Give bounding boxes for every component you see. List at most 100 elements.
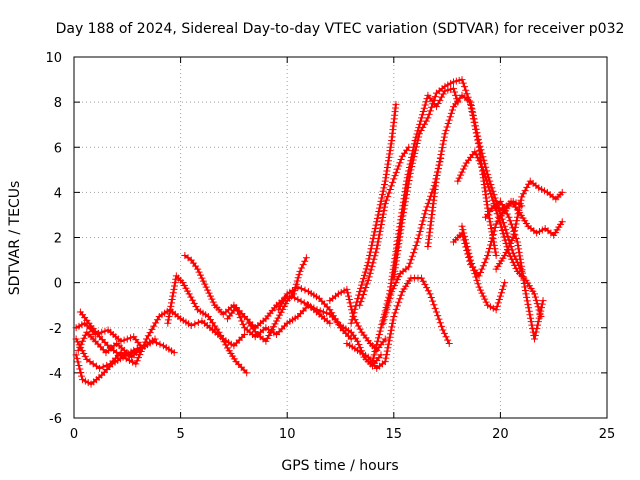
data-point: [423, 203, 431, 211]
data-point: [527, 314, 535, 322]
data-point: [377, 197, 385, 205]
data-point: [344, 292, 352, 300]
data-point: [364, 258, 372, 266]
data-point: [492, 252, 500, 260]
data-point: [405, 263, 413, 271]
data-point: [394, 243, 402, 251]
data-point: [488, 193, 496, 201]
data-point: [415, 231, 423, 239]
data-point: [533, 300, 541, 308]
data-point: [469, 263, 477, 271]
data-point: [396, 229, 404, 237]
data-point: [382, 170, 390, 178]
data-point: [276, 303, 284, 311]
data-point: [468, 259, 476, 267]
data-point: [194, 318, 202, 326]
data-point: [354, 295, 362, 303]
plot-frame: [73, 56, 608, 419]
data-point: [265, 331, 273, 339]
data-point: [457, 171, 465, 179]
data-point: [372, 248, 380, 256]
data-point: [502, 226, 510, 234]
data-point: [462, 239, 470, 247]
data-point: [421, 120, 429, 128]
data-point: [536, 311, 544, 319]
data-point: [531, 332, 539, 340]
data-point: [370, 255, 378, 263]
data-point: [406, 173, 414, 181]
data-point: [156, 340, 164, 348]
data-point: [424, 114, 432, 122]
data-point: [488, 234, 496, 242]
data-point: [204, 286, 212, 294]
data-point: [507, 220, 515, 228]
data-point: [75, 322, 83, 330]
data-point: [357, 298, 365, 306]
data-point: [153, 316, 161, 324]
data-point: [356, 288, 364, 296]
data-point: [469, 108, 477, 116]
data-point: [361, 268, 369, 276]
data-point: [409, 156, 417, 164]
data-point: [535, 184, 543, 192]
data-point: [280, 296, 288, 304]
data-point: [400, 208, 408, 216]
data-point: [72, 351, 80, 359]
data-point: [413, 140, 421, 148]
data-point: [372, 221, 380, 229]
data-point: [525, 304, 533, 312]
data-point: [447, 79, 455, 87]
data-point: [512, 264, 520, 272]
data-point: [209, 298, 217, 306]
data-point: [513, 213, 521, 221]
data-point: [263, 334, 271, 342]
data-point: [477, 146, 485, 154]
grid: [74, 57, 607, 418]
data-point: [168, 296, 176, 304]
data-point: [508, 237, 516, 245]
data-point: [73, 354, 81, 362]
data-point: [516, 255, 524, 263]
series-sat-x: [492, 177, 566, 273]
data-point: [300, 299, 308, 307]
data-point: [347, 319, 355, 327]
data-point: [393, 253, 401, 261]
data-point: [376, 204, 384, 212]
data-point: [461, 232, 469, 240]
data-point: [426, 290, 434, 298]
data-point: [417, 224, 425, 232]
data-point: [473, 129, 481, 137]
data-point: [485, 248, 493, 256]
data-point: [397, 226, 405, 234]
data-point: [414, 235, 422, 243]
data-point: [473, 276, 481, 284]
data-point: [467, 256, 475, 264]
data-point: [512, 234, 520, 242]
data-point: [452, 77, 460, 85]
data-point: [393, 165, 401, 173]
data-point: [417, 127, 425, 135]
data-point: [386, 286, 394, 294]
data-point: [98, 328, 106, 336]
data-point: [405, 176, 413, 184]
data-point: [475, 139, 483, 147]
data-point: [506, 217, 514, 225]
data-point: [368, 262, 376, 270]
data-point: [398, 215, 406, 223]
data-point: [479, 166, 487, 174]
data-point: [390, 175, 398, 183]
data-point: [422, 117, 430, 125]
data-point: [517, 262, 525, 270]
data-point: [351, 305, 359, 313]
data-point: [461, 236, 469, 244]
y-tick-label: -2: [49, 322, 62, 337]
data-point: [446, 113, 454, 121]
data-point: [171, 282, 179, 290]
data-point: [422, 98, 430, 106]
data-point: [370, 351, 378, 359]
data-point: [373, 218, 381, 226]
data-point: [346, 299, 354, 307]
data-point: [477, 286, 485, 294]
data-point: [380, 184, 388, 192]
data-point: [489, 196, 497, 204]
